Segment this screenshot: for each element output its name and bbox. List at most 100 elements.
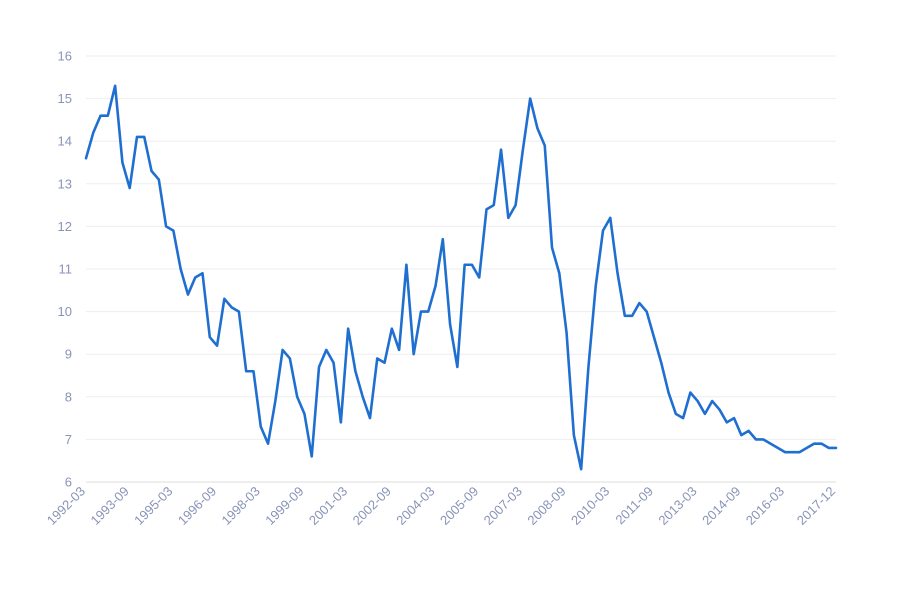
data-point	[740, 434, 742, 436]
data-point	[172, 229, 174, 231]
data-point	[223, 298, 225, 300]
data-point	[434, 285, 436, 287]
y-tick-label: 13	[58, 176, 72, 191]
y-tick-label: 6	[65, 475, 72, 490]
data-point	[711, 400, 713, 402]
data-point	[624, 315, 626, 317]
data-point	[376, 357, 378, 359]
data-point	[311, 455, 313, 457]
data-point	[762, 438, 764, 440]
x-tick-label: 2002-09	[350, 484, 394, 528]
data-point	[209, 336, 211, 338]
data-point	[121, 161, 123, 163]
data-point	[107, 114, 109, 116]
data-point	[405, 264, 407, 266]
data-point	[565, 332, 567, 334]
data-point	[704, 413, 706, 415]
x-tick-label: 2010-03	[568, 484, 612, 528]
x-tick-label: 2007-03	[481, 484, 525, 528]
data-point	[187, 293, 189, 295]
y-tick-label: 11	[59, 262, 73, 277]
data-point	[558, 272, 560, 274]
data-point	[340, 421, 342, 423]
data-point	[398, 349, 400, 351]
y-tick-label: 10	[58, 304, 72, 319]
data-point	[296, 396, 298, 398]
x-tick-label: 2013-03	[655, 484, 699, 528]
data-point	[128, 187, 130, 189]
data-point	[238, 310, 240, 312]
x-tick-label: 2001-03	[306, 484, 350, 528]
series-line	[84, 84, 838, 471]
y-tick-label: 14	[58, 134, 72, 149]
data-point	[420, 310, 422, 312]
data-point	[158, 178, 160, 180]
data-point	[332, 362, 334, 364]
data-point	[616, 272, 618, 274]
data-point	[726, 421, 728, 423]
x-tick-label: 1995-03	[131, 484, 175, 528]
data-point	[507, 217, 509, 219]
data-point	[179, 268, 181, 270]
y-tick-label: 7	[65, 432, 72, 447]
x-tick-label: 1998-03	[219, 484, 263, 528]
y-tick-label: 8	[65, 389, 72, 404]
data-point	[194, 276, 196, 278]
data-point	[383, 362, 385, 364]
x-tick-label: 2011-09	[612, 484, 656, 528]
data-point	[696, 400, 698, 402]
data-point	[427, 310, 429, 312]
data-point	[92, 131, 94, 133]
x-tick-label: 2017-12	[794, 484, 838, 528]
data-point	[536, 127, 538, 129]
data-point	[252, 370, 254, 372]
data-point	[653, 336, 655, 338]
data-point	[230, 306, 232, 308]
data-point	[667, 391, 669, 393]
data-point	[602, 229, 604, 231]
data-point	[828, 447, 830, 449]
data-point	[689, 391, 691, 393]
data-point	[660, 362, 662, 364]
data-point	[718, 408, 720, 410]
data-point	[784, 451, 786, 453]
data-point	[478, 276, 480, 278]
data-point	[412, 353, 414, 355]
data-point	[544, 144, 546, 146]
data-point	[354, 370, 356, 372]
y-tick-label: 16	[58, 49, 72, 64]
data-point	[522, 149, 524, 151]
data-point	[514, 204, 516, 206]
data-point	[493, 204, 495, 206]
data-point	[201, 272, 203, 274]
data-point	[777, 447, 779, 449]
x-tick-label: 2008-09	[524, 484, 568, 528]
data-point	[318, 366, 320, 368]
x-axis: 1992-03 1993-09 1995-03 1996-09 1998-03 1999-…	[44, 484, 838, 528]
data-point	[449, 323, 451, 325]
data-point	[595, 285, 597, 287]
data-point	[798, 451, 800, 453]
data-point	[165, 225, 167, 227]
data-point	[150, 170, 152, 172]
data-point	[820, 442, 822, 444]
data-point	[245, 370, 247, 372]
data-point	[791, 451, 793, 453]
data-point	[143, 136, 145, 138]
series-layer	[84, 84, 838, 471]
data-point	[769, 442, 771, 444]
data-point	[260, 425, 262, 427]
x-tick-label: 2016-03	[743, 484, 787, 528]
data-point	[463, 264, 465, 266]
data-point	[391, 327, 393, 329]
x-tick-label: 1996-09	[175, 484, 219, 528]
data-point	[136, 136, 138, 138]
data-point	[281, 349, 283, 351]
y-tick-label: 9	[65, 347, 72, 362]
data-point	[325, 349, 327, 351]
x-tick-label: 1999-09	[262, 484, 306, 528]
y-tick-label: 15	[58, 91, 72, 106]
data-point	[362, 396, 364, 398]
x-tick-label: 1992-03	[44, 484, 88, 528]
x-tick-label: 2014-09	[699, 484, 743, 528]
